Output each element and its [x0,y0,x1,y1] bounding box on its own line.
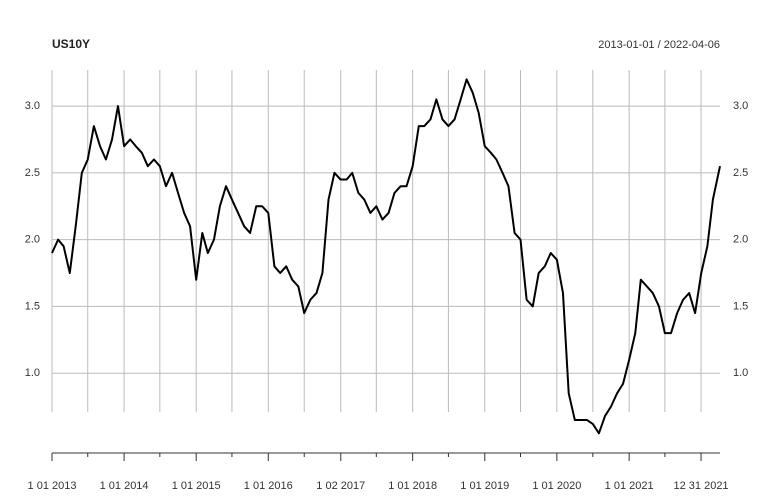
y-tick-label-right: 1.0 [733,367,748,379]
y-tick-label: 2.0 [25,234,40,246]
x-tick-label: 1 01 2013 [28,480,77,492]
x-tick-label: 1 01 2016 [244,480,293,492]
x-tick-label: 1 01 2015 [172,480,221,492]
x-tick-label: 1 01 2020 [532,480,581,492]
x-tick-label: 1 01 2019 [460,480,509,492]
y-tick-label: 3.0 [25,100,40,112]
y-tick-label-right: 2.5 [733,167,748,179]
y-tick-label: 1.5 [25,300,40,312]
chart-title: US10Y [52,37,90,51]
y-tick-label: 2.5 [25,167,40,179]
x-tick-label: 1 01 2021 [605,480,654,492]
y-tick-label-right: 1.5 [733,300,748,312]
x-tick-label: 1 02 2017 [316,480,365,492]
x-tick-label: 1 01 2018 [388,480,437,492]
date-range: 2013-01-01 / 2022-04-06 [598,39,720,51]
y-tick-label-right: 2.0 [733,234,748,246]
x-tick-label: 1 01 2014 [100,480,149,492]
x-tick-label: 12 31 2021 [674,480,729,492]
series-line [51,78,721,435]
y-tick-label: 1.0 [25,367,40,379]
y-tick-label-right: 3.0 [733,100,748,112]
